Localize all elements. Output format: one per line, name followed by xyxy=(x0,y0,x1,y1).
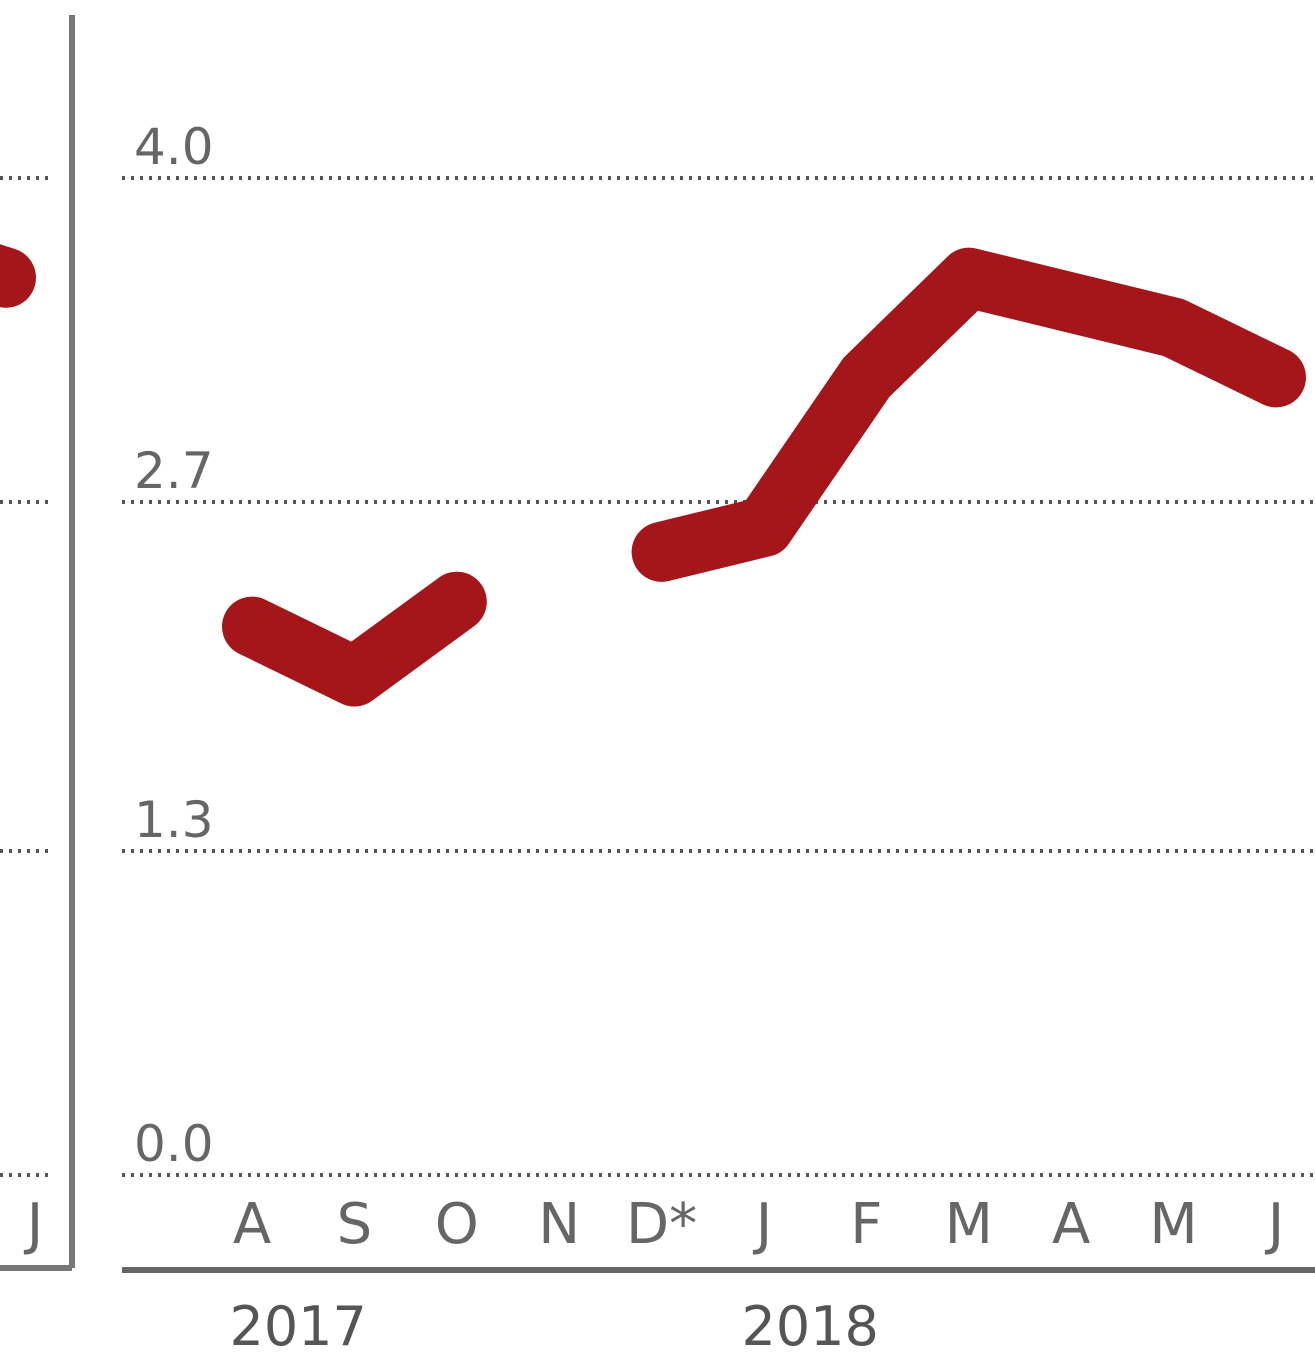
series-line-segment xyxy=(631,247,1306,582)
y-tick-label: 1.3 xyxy=(134,791,214,849)
data-point xyxy=(660,550,663,553)
left-chart-panel: J xyxy=(0,15,75,1271)
year-label: 2018 xyxy=(741,1295,878,1358)
x-tick-label: J xyxy=(753,1192,773,1257)
x-tick-label: D* xyxy=(626,1192,697,1257)
data-point xyxy=(251,625,253,628)
left-gridlines xyxy=(0,176,50,1177)
series-line-segment xyxy=(222,571,487,707)
data-point xyxy=(763,525,765,528)
x-tick-label: M xyxy=(945,1192,993,1257)
x-tick-label: A xyxy=(1052,1192,1090,1257)
left-series-line xyxy=(0,244,36,308)
x-tick-label: N xyxy=(538,1192,580,1257)
x-tick-label: S xyxy=(337,1192,373,1257)
main-chart-panel: 4.02.71.30.0 A S O N D* J F M A M J 2017 2018 xyxy=(122,118,1315,1358)
series-line xyxy=(222,247,1306,707)
y-tick-label: 0.0 xyxy=(134,1115,214,1173)
year-labels: 2017 2018 xyxy=(229,1295,878,1358)
x-tick-label: A xyxy=(233,1192,271,1257)
data-point xyxy=(353,675,356,678)
left-series-line-segment xyxy=(0,244,36,308)
year-label: 2017 xyxy=(229,1295,366,1358)
data-point xyxy=(1275,376,1277,379)
x-tick-label: J xyxy=(1265,1192,1285,1257)
x-tick-label: O xyxy=(435,1192,479,1257)
gridlines xyxy=(122,176,1315,1177)
y-tick-label: 4.0 xyxy=(134,118,214,176)
data-point xyxy=(1070,301,1073,304)
x-tick-labels: A S O N D* J F M A M J xyxy=(233,1192,1284,1257)
left-x-tick-label: J xyxy=(24,1192,44,1257)
x-tick-label: M xyxy=(1149,1192,1197,1257)
y-tick-labels: 4.0 2.7 1.3 0.0 xyxy=(134,118,214,1173)
data-point xyxy=(865,376,868,379)
x-tick-label: F xyxy=(850,1192,882,1257)
data-point xyxy=(455,600,458,603)
data-point xyxy=(967,276,970,279)
y-tick-label: 2.7 xyxy=(134,442,214,500)
data-point xyxy=(1172,326,1175,329)
